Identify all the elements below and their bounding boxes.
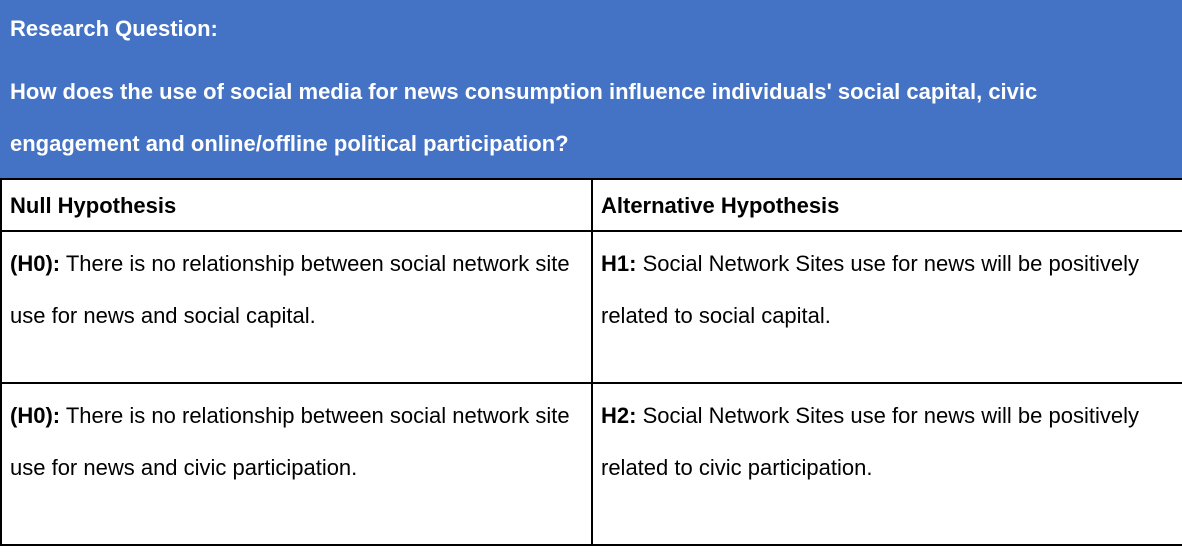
alternative-hypothesis-cell: H1: Social Network Sites use for news wi… — [591, 230, 1182, 384]
hypothesis-tag: (H0): — [10, 403, 61, 428]
hypothesis-text: Social Network Sites use for news will b… — [601, 403, 1139, 480]
research-question-label: Research Question: — [10, 16, 218, 41]
hypothesis-text: Social Network Sites use for news will b… — [601, 251, 1139, 328]
table-row: (H0): There is no relationship between s… — [0, 230, 1182, 384]
table-row: (H0): There is no relationship between s… — [0, 382, 1182, 546]
null-hypothesis-cell: (H0): There is no relationship between s… — [0, 230, 593, 384]
column-header-alternative: Alternative Hypothesis — [591, 178, 1182, 232]
hypothesis-tag: H2: — [601, 403, 637, 428]
column-header-null: Null Hypothesis — [0, 178, 593, 232]
hypothesis-tag: H1: — [601, 251, 637, 276]
hypothesis-tag: (H0): — [10, 251, 61, 276]
alternative-hypothesis-cell: H2: Social Network Sites use for news wi… — [591, 382, 1182, 546]
research-question-text: How does the use of social media for new… — [10, 79, 1038, 156]
hypothesis-text: There is no relationship between social … — [10, 251, 570, 328]
hypothesis-table: Null Hypothesis Alternative Hypothesis (… — [0, 178, 1182, 546]
null-hypothesis-cell: (H0): There is no relationship between s… — [0, 382, 593, 546]
table-header-row: Null Hypothesis Alternative Hypothesis — [0, 178, 1182, 232]
hypothesis-text: There is no relationship between social … — [10, 403, 570, 480]
research-question-header: Research Question: How does the use of s… — [0, 0, 1182, 178]
